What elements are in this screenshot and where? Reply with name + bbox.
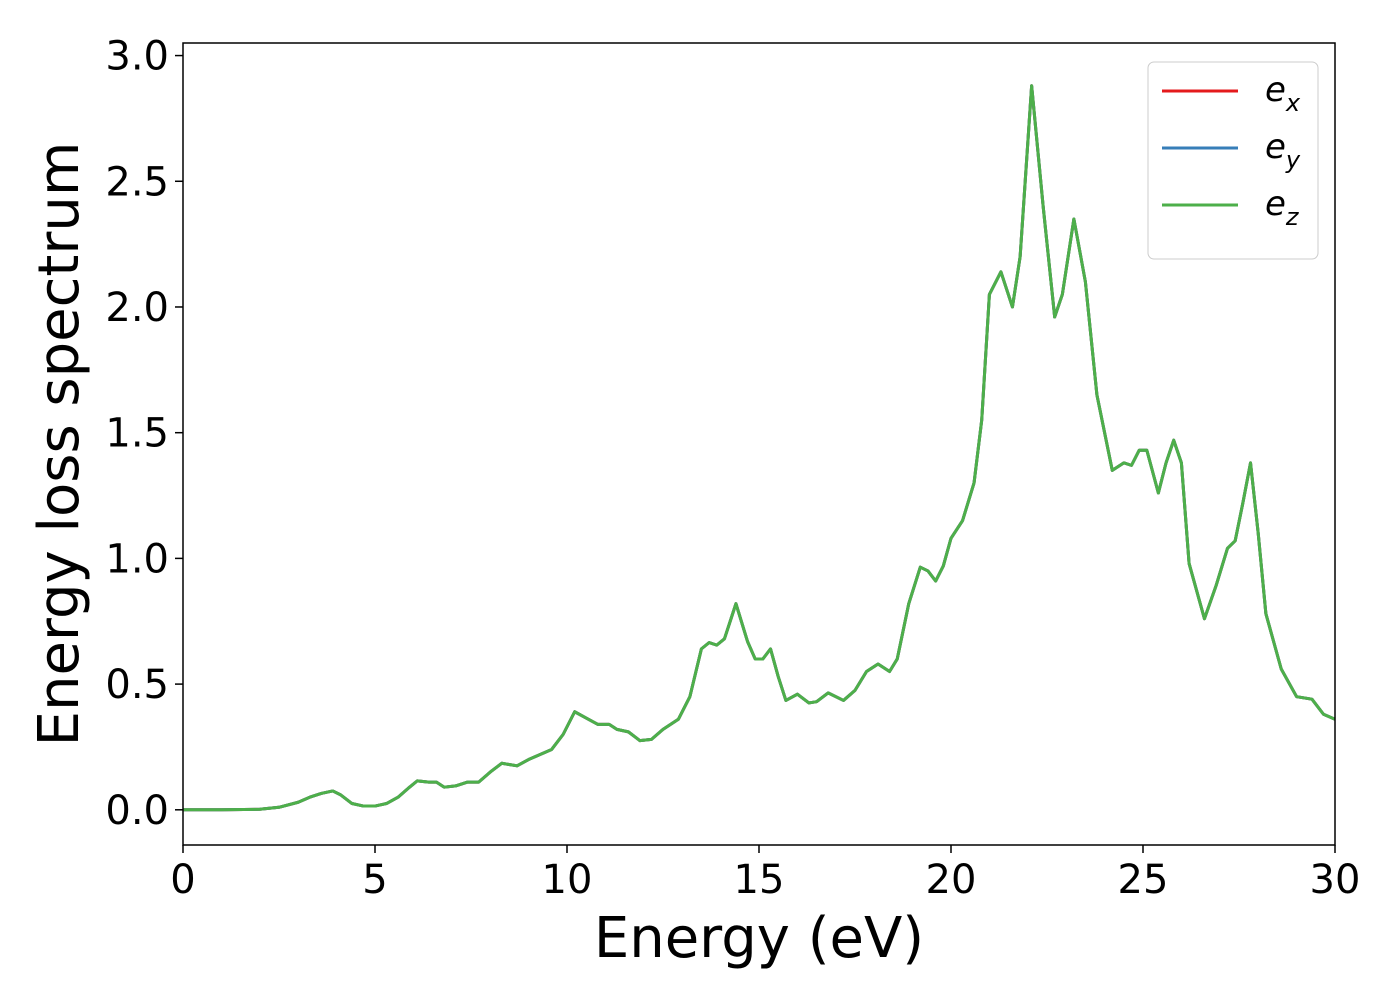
y-tick-label: 1.5 [105,411,169,457]
legend-label: ey [1265,127,1301,174]
y-tick-label: 2.0 [105,285,169,331]
x-tick-label: 30 [1310,857,1361,903]
legend-label: ex [1265,70,1301,117]
legend-box [1147,61,1319,260]
x-tick-label: 20 [926,857,977,903]
y-tick-label: 2.5 [105,159,169,205]
plot-frame [182,42,1336,846]
x-axis-label: Energy (eV) [594,906,924,971]
x-tick-label: 5 [362,857,387,903]
x-tick-label: 10 [542,857,593,903]
legend-label: ez [1265,184,1300,231]
line-series [183,84,1336,812]
y-tick-label: 0.5 [105,662,169,708]
x-tick-label: 0 [170,857,195,903]
y-tick-label: 1.0 [105,536,169,582]
y-tick-label: 0.0 [105,788,169,834]
x-tick-label: 15 [734,857,785,903]
x-tick-label: 25 [1118,857,1169,903]
y-tick-label: 3.0 [105,34,169,80]
y-axis-label: Energy loss spectrum [27,142,92,747]
